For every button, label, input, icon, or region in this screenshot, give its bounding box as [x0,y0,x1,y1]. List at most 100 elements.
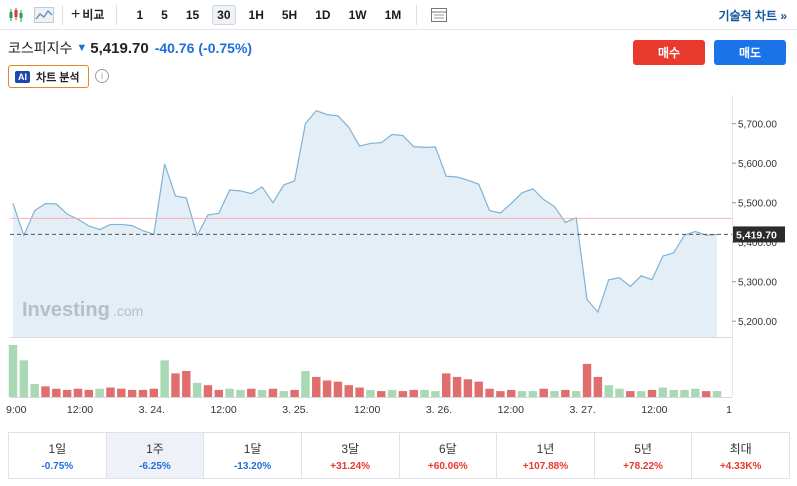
volume-bar [160,360,169,397]
volume-bar [691,388,700,397]
volume-bar [539,388,548,397]
period-change: +60.06% [427,460,468,472]
current-price-label: 5,419.70 [736,229,777,241]
period-cell[interactable]: 3달 +31.24% [302,433,400,478]
toolbar-divider [62,4,63,25]
volume-bar [669,389,678,397]
sell-button[interactable]: 매도 [714,40,786,65]
volume-bar [322,380,332,397]
period-label: 3달 [341,441,360,456]
volume-bar [95,388,104,397]
technical-chart-link[interactable]: 기술적 차트 » [718,9,787,23]
table-icon[interactable] [427,5,451,25]
volume-bar [279,391,288,397]
x-tick-label: 12:00 [641,404,667,416]
volume-bar [528,391,538,397]
x-tick-label: 3. 26. [426,404,452,416]
y-tick-label: 5,600.00 [738,159,777,170]
volume-bar [236,389,245,397]
volume-bar [506,389,516,397]
volume-bar [398,391,408,397]
volume-bar [52,388,61,397]
period-change: +31.24% [330,460,371,472]
chart-toolbar: + 비교 1 5 15 30 1H 5H 1D 1W 1M 기술적 차트 » [0,0,797,30]
volume-bar [182,371,191,397]
period-change: +78.22% [623,460,663,472]
x-tick-label: 3. 24. [139,404,165,416]
volume-bar [312,376,321,397]
volume-bar [658,387,668,397]
interval-button-5h[interactable]: 5H [281,7,298,22]
interval-button-1[interactable]: 1 [136,7,144,22]
toolbar-divider [416,4,418,25]
volume-bar [117,388,126,397]
period-cell[interactable]: 6달 +60.06% [400,433,498,478]
last-price: 5,419.70 [90,39,149,57]
period-change: +107.88% [522,460,569,472]
interval-button-1h[interactable]: 1H [248,7,264,22]
volume-bar [712,391,722,397]
volume-bar [333,381,343,397]
volume-bar [593,376,603,397]
period-cell[interactable]: 1일 -0.75% [9,433,107,478]
compare-label: 비교 [82,8,105,22]
volume-bar [268,388,278,397]
interval-button-30[interactable]: 30 [212,4,236,25]
plus-icon: + [71,5,81,23]
candlestick-icon[interactable] [4,5,28,25]
compare-button[interactable]: + 비교 [71,6,104,24]
period-label: 1달 [243,441,262,456]
ai-analysis-label: 차트 분석 [36,71,80,84]
volume-bar [62,389,72,397]
y-tick-label: 5,400.00 [738,238,777,249]
y-tick-label: 5,200.00 [738,317,777,328]
period-cell[interactable]: 1주 -6.25% [106,433,205,478]
volume-bar [257,389,267,397]
info-icon[interactable]: i [95,69,109,83]
period-cell[interactable]: 최대 +4.33K% [692,433,789,478]
interval-button-1d[interactable]: 1D [315,7,331,22]
volume-bar [106,387,115,397]
volume-bar [30,384,39,397]
volume-bar [496,391,505,397]
volume-bar [290,389,299,397]
period-label: 5년 [634,441,652,456]
volume-bar [550,391,559,397]
volume-bar [84,389,94,397]
price-change: -40.76 [154,40,195,56]
volume-bar [19,360,29,397]
price-chart[interactable]: 5,200.00 5,300.00 5,400.00 5,500.00 5,600.00… [0,95,797,422]
interval-button-5[interactable]: 5 [161,7,168,22]
toolbar-divider [116,4,118,25]
interval-group: 1 5 15 30 1H 5H 1D 1W 1M [127,4,410,25]
period-label: 1주 [146,441,164,456]
period-cell[interactable]: 1달 -13.20% [204,433,302,478]
volume-bar [571,391,581,397]
buy-button[interactable]: 매수 [633,40,705,65]
volume-bar [355,387,364,397]
period-label: 6달 [438,441,457,456]
volume-bar [420,389,429,397]
interval-button-1m[interactable]: 1M [384,7,402,22]
volume-bar [377,391,386,397]
volume-bar [517,391,527,397]
x-tick-label: 12:00 [354,404,380,416]
volume-bar [701,391,711,397]
interval-button-1w[interactable]: 1W [348,7,367,22]
period-cell[interactable]: 5년 +78.22% [595,433,693,478]
ai-chart-analysis-button[interactable]: AI 차트 분석 [8,65,89,88]
volume-bar [387,389,397,397]
volume-bar [680,389,689,397]
area-chart-icon[interactable] [32,5,56,25]
volume-bar [561,389,570,397]
x-tick-label: 12:00 [210,404,236,416]
instrument-name: 코스피지수 [8,40,73,56]
watermark-suffix: .com [113,303,143,319]
price-line [12,109,718,314]
volume-bar [138,389,148,397]
y-tick-label: 5,700.00 [738,120,777,131]
volume-bar [431,391,440,397]
interval-button-15[interactable]: 15 [185,7,200,22]
period-cell[interactable]: 1년 +107.88% [497,433,595,478]
volume-bar [41,386,50,397]
